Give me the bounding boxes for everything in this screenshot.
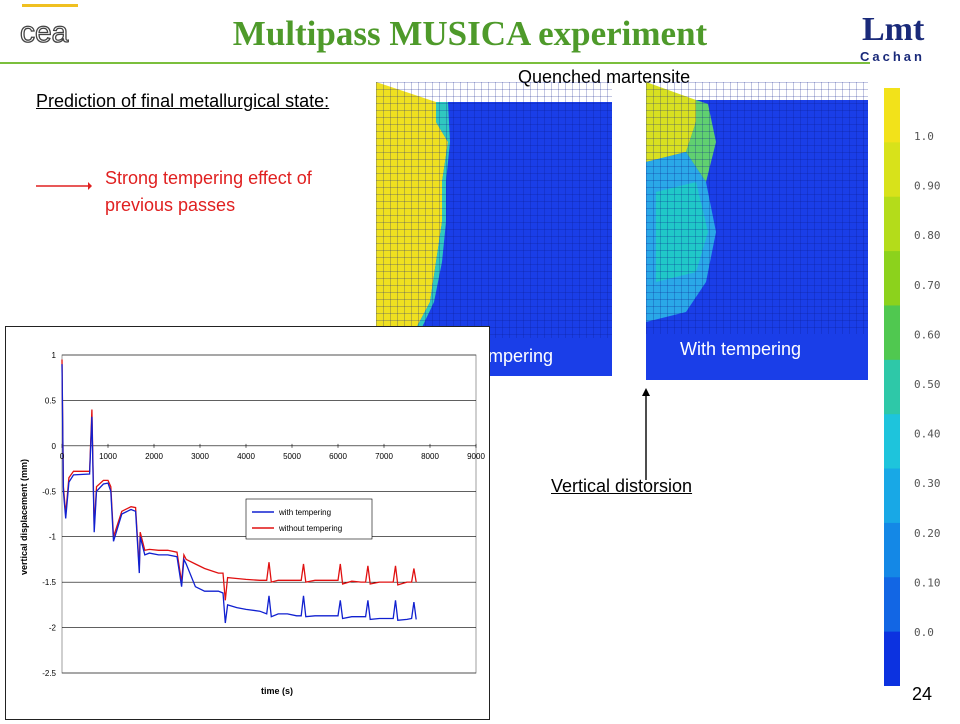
vertical-distorsion-label: Vertical distorsion xyxy=(551,476,693,496)
color-scale-segment xyxy=(884,196,900,252)
x-tick-label: 7000 xyxy=(375,452,393,461)
color-scale-segment xyxy=(884,414,900,470)
x-tick-label: 2000 xyxy=(145,452,163,461)
x-tick-label: 3000 xyxy=(191,452,209,461)
color-scale-segment xyxy=(884,631,900,686)
y-axis-label: vertical displacement (mm) xyxy=(19,459,29,575)
cea-logo-text: cea xyxy=(20,16,69,49)
y-tick-label: -2 xyxy=(49,624,57,633)
tempering-effect-text: Strong tempering effect of previous pass… xyxy=(105,168,312,215)
y-tick-label: 1 xyxy=(52,351,57,360)
lmt-logo-subtext: Cachan xyxy=(860,49,925,64)
chart-svg: 1 0.5 0 -0.5 -1 -1.5 -2 -2.5 0 1000 2000 3000 4000 50… xyxy=(19,351,485,696)
color-scale-label: 0.20 xyxy=(914,527,941,540)
y-tick-label: 0 xyxy=(52,442,57,451)
x-tick-label: 1000 xyxy=(99,452,117,461)
x-tick-label: 4000 xyxy=(237,452,255,461)
subtitle-text: Prediction of final metallurgical state: xyxy=(36,91,330,111)
displacement-chart: 1 0.5 0 -0.5 -1 -1.5 -2 -2.5 0 1000 2000 3000 4000 50… xyxy=(5,326,490,720)
color-scale-label: 0.60 xyxy=(914,328,941,341)
red-arrow-icon xyxy=(36,182,92,190)
color-scale-label: 0.30 xyxy=(914,477,941,490)
y-tick-label: -1 xyxy=(49,533,57,542)
x-tick-label: 9000 xyxy=(467,452,485,461)
color-scale-label: 0.90 xyxy=(914,180,941,193)
legend-box xyxy=(245,498,373,540)
y-tick-label: -2.5 xyxy=(42,669,56,678)
chart-legend: with tempering without tempering xyxy=(245,498,373,540)
x-tick-label: 8000 xyxy=(421,452,439,461)
series-line-without-tempering xyxy=(61,359,417,601)
cea-logo-bar xyxy=(22,4,78,7)
color-scale-segment xyxy=(884,142,900,198)
lmt-logo-text: Lmt xyxy=(862,11,925,48)
legend-entry: with tempering xyxy=(278,508,331,517)
y-tick-label: 0.5 xyxy=(45,396,57,405)
color-scale-segment xyxy=(884,305,900,361)
color-scale-label: 0.50 xyxy=(914,378,941,391)
with-tempering-label: With tempering xyxy=(680,339,802,359)
lmt-logo: Lmt Cachan xyxy=(860,11,925,64)
color-scale-label: 0.10 xyxy=(914,576,941,589)
page-title: Multipass MUSICA experiment xyxy=(232,14,708,53)
color-scale-label: 0.0 xyxy=(914,626,934,639)
color-scale-segment xyxy=(884,359,900,415)
color-scale-label: 0.80 xyxy=(914,229,941,242)
x-tick-label: 5000 xyxy=(283,452,301,461)
up-arrow-icon xyxy=(642,388,650,480)
color-scale-segment xyxy=(884,468,900,524)
color-scale-label: 0.40 xyxy=(914,428,941,441)
color-scale-segment xyxy=(884,88,900,143)
color-scale-segment xyxy=(884,251,900,306)
y-tick-label: -1.5 xyxy=(42,578,56,587)
color-scale-segment xyxy=(884,522,900,578)
cea-logo: cea xyxy=(19,15,69,49)
color-scale: 1.0 0.90 0.80 0.70 0.60 0.50 0.40 0.30 0.20 0.10 0… xyxy=(884,88,941,686)
y-tick-label: -0.5 xyxy=(42,487,56,496)
mesh-with-tempering xyxy=(646,82,868,380)
color-scale-label: 0.70 xyxy=(914,279,941,292)
color-scale-segment xyxy=(884,577,900,633)
x-axis-label: time (s) xyxy=(261,686,293,696)
page-number: 24 xyxy=(912,684,933,704)
series-line-with-tempering xyxy=(61,364,417,624)
title-divider xyxy=(0,62,870,64)
legend-entry: without tempering xyxy=(278,524,342,533)
color-scale-label: 1.0 xyxy=(914,130,934,143)
x-tick-label: 0 xyxy=(60,452,65,461)
x-tick-label: 6000 xyxy=(329,452,347,461)
